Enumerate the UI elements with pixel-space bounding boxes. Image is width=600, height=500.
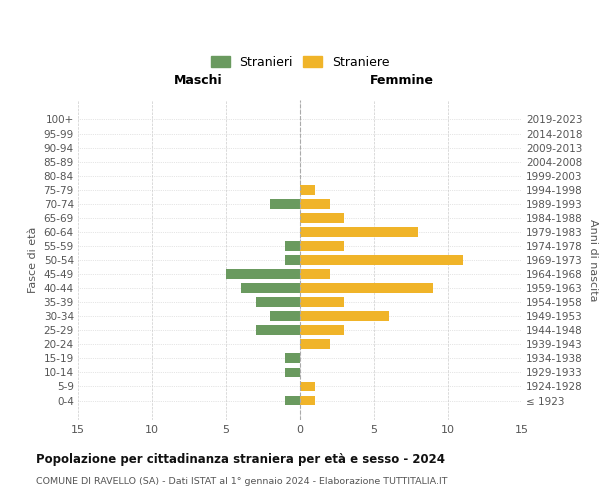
- Bar: [285, 255, 300, 265]
- Text: Maschi: Maschi: [173, 74, 222, 87]
- Bar: [300, 283, 433, 293]
- Bar: [300, 227, 418, 237]
- Text: Popolazione per cittadinanza straniera per età e sesso - 2024: Popolazione per cittadinanza straniera p…: [36, 452, 445, 466]
- Bar: [300, 241, 344, 251]
- Bar: [285, 241, 300, 251]
- Bar: [256, 326, 300, 335]
- Y-axis label: Fasce di età: Fasce di età: [28, 227, 38, 293]
- Legend: Stranieri, Straniere: Stranieri, Straniere: [207, 52, 393, 72]
- Text: COMUNE DI RAVELLO (SA) - Dati ISTAT al 1° gennaio 2024 - Elaborazione TUTTITALIA: COMUNE DI RAVELLO (SA) - Dati ISTAT al 1…: [36, 478, 448, 486]
- Bar: [285, 368, 300, 378]
- Bar: [300, 199, 329, 208]
- Bar: [226, 269, 300, 279]
- Bar: [300, 213, 344, 223]
- Bar: [285, 396, 300, 406]
- Text: Femmine: Femmine: [370, 74, 434, 87]
- Y-axis label: Anni di nascita: Anni di nascita: [589, 219, 598, 301]
- Bar: [300, 255, 463, 265]
- Bar: [241, 283, 300, 293]
- Bar: [300, 382, 315, 392]
- Bar: [300, 312, 389, 321]
- Bar: [300, 185, 315, 194]
- Bar: [271, 312, 300, 321]
- Bar: [300, 326, 344, 335]
- Bar: [300, 340, 329, 349]
- Bar: [300, 396, 315, 406]
- Bar: [271, 199, 300, 208]
- Bar: [256, 297, 300, 307]
- Bar: [300, 297, 344, 307]
- Bar: [285, 354, 300, 364]
- Bar: [300, 269, 329, 279]
